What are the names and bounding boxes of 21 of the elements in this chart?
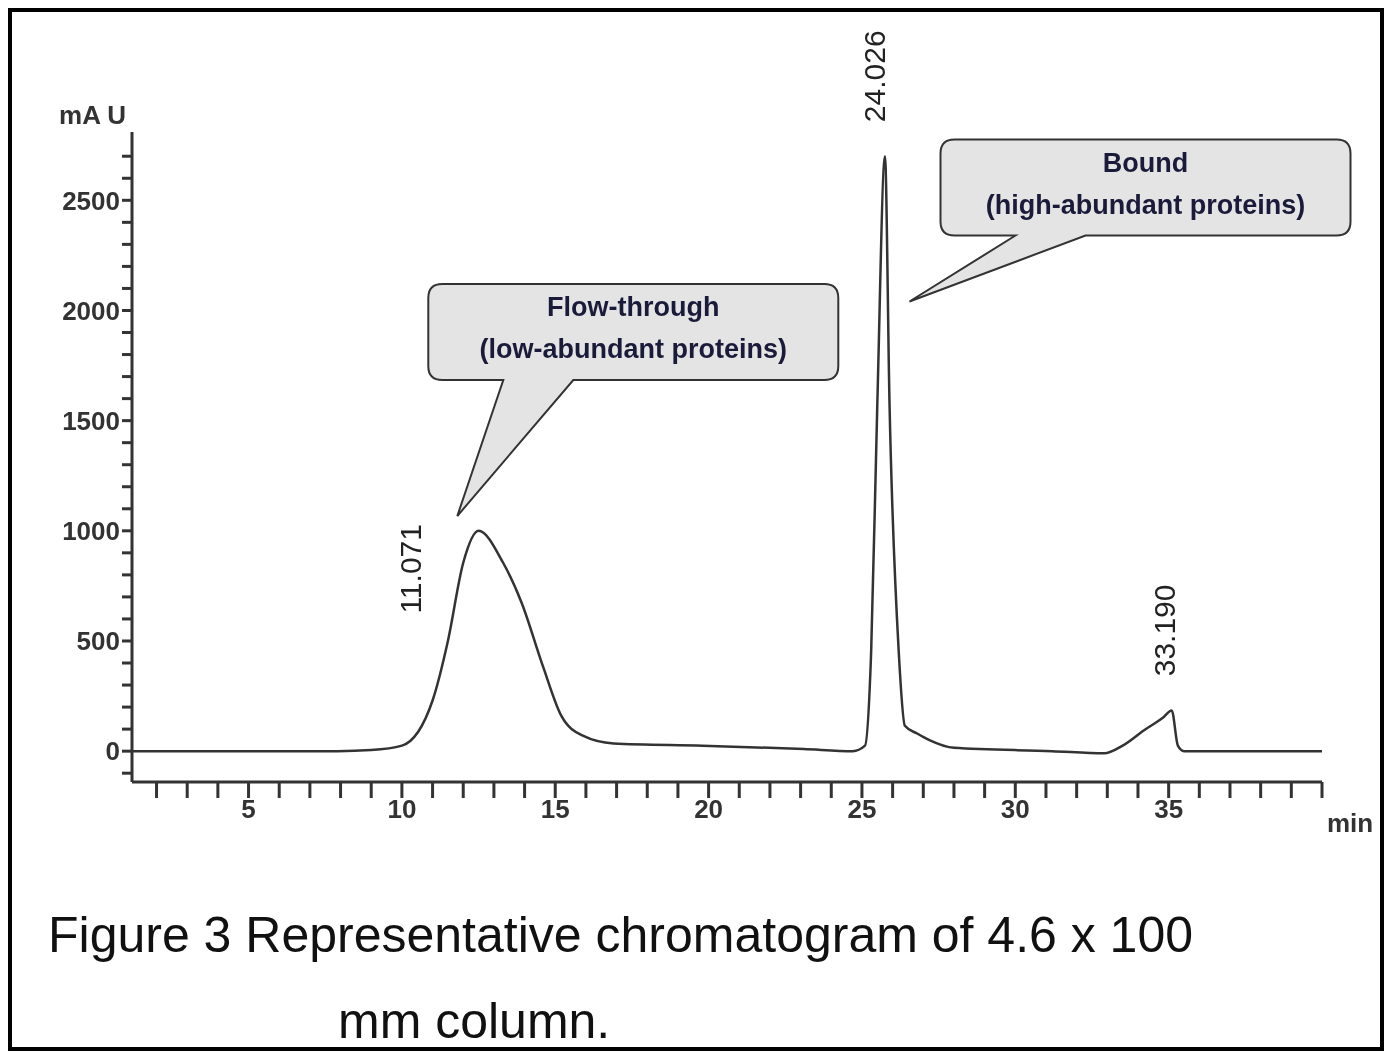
annotation: 11.071: [394, 524, 428, 614]
x-tick-label: 5: [241, 794, 256, 825]
x-axis-title: min: [1326, 808, 1374, 838]
x-tick-label: 25: [847, 794, 877, 825]
x-tick-label: 10: [387, 794, 417, 825]
x-tick-label: 35: [1154, 794, 1184, 825]
y-tick-label: 1000: [62, 516, 120, 547]
y-tick-label: 1500: [62, 405, 120, 436]
annotation: 33.190: [1148, 584, 1182, 677]
y-tick-label: 0: [105, 736, 120, 767]
x-tick-label: 20: [694, 794, 724, 825]
y-axis-title: mA U: [59, 100, 126, 130]
annotation: 24.026: [858, 30, 892, 123]
annotation: Bound (high-abundant proteins): [985, 147, 1306, 220]
y-tick-label: 2000: [62, 295, 120, 326]
text: Figure 3 Representative chromatogram of 4.6 x 100 mm column.: [48, 906, 1195, 1049]
y-tick-label: 2500: [62, 185, 120, 216]
x-tick-label: 30: [1000, 794, 1030, 825]
x-tick-label: 15: [540, 794, 570, 825]
annotation: Flow-through (low-abundant proteins): [479, 292, 788, 364]
y-tick-label: 500: [76, 626, 120, 657]
